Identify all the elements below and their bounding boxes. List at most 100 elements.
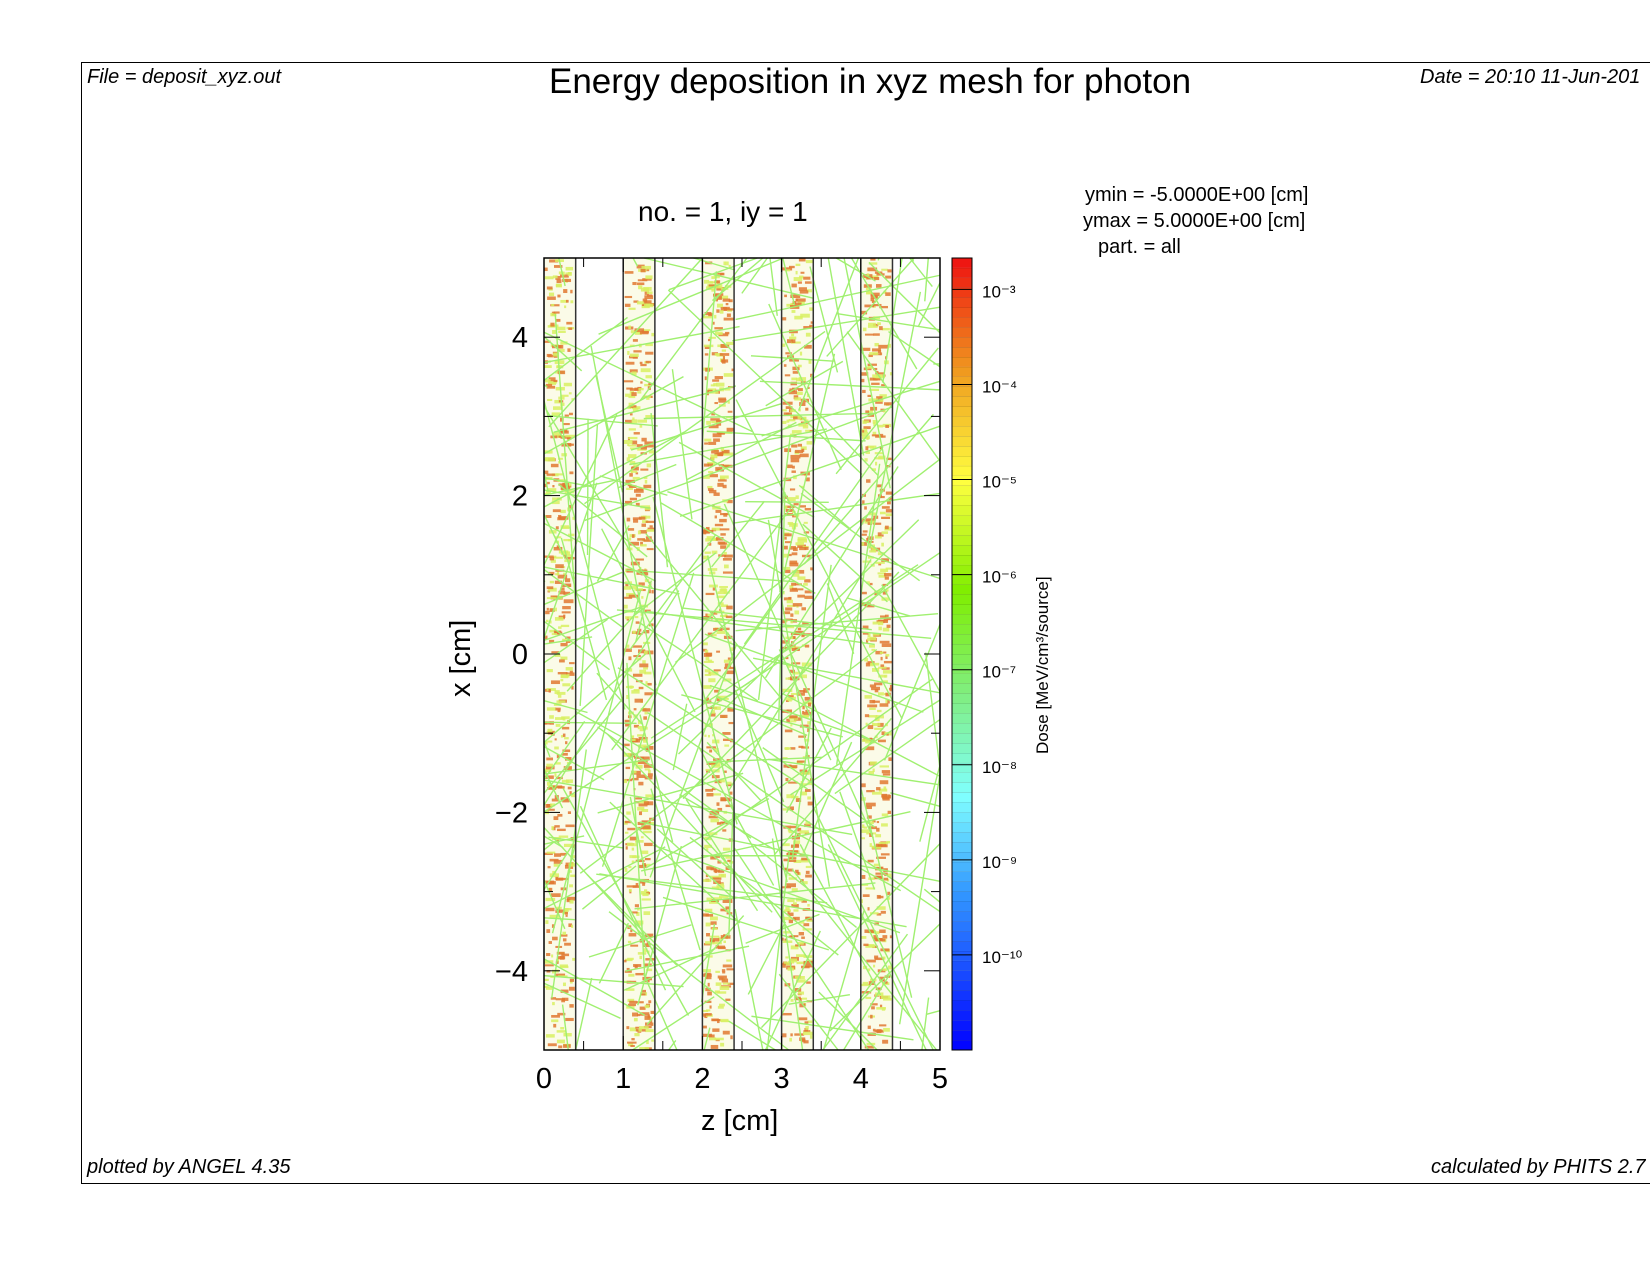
dose-cell [718,399,727,403]
dose-cell [801,899,807,903]
dose-cell [550,304,560,307]
dose-cell [723,464,733,468]
colorbar-segment [952,535,972,546]
dose-cell [799,724,809,728]
dose-cell [569,1004,574,1008]
dose-cell [706,420,711,425]
dose-cell [719,614,728,618]
dose-cell [552,431,562,436]
dose-cell [557,813,563,817]
dose-cell [637,538,646,541]
dose-cell [711,550,718,554]
dose-cell [789,560,798,564]
dose-cell [546,286,553,290]
dose-cell [711,289,715,292]
dose-cell [879,446,883,450]
dose-cell [720,604,729,608]
dose-cell [875,561,885,564]
dose-cell [722,627,730,631]
dose-cell [703,685,712,689]
dose-cell [885,692,891,697]
dose-cell [790,844,800,848]
dose-cell [711,276,715,279]
dose-cell [784,729,793,733]
dose-cell [640,541,643,546]
dose-cell [872,621,881,625]
dose-cell [641,265,652,270]
dose-cell [887,699,890,704]
dose-cell [556,1030,566,1033]
dose-cell [569,791,572,796]
dose-cell [878,788,888,792]
dose-cell [626,517,631,522]
dose-cell [790,945,799,950]
dose-cell [548,377,556,382]
dose-cell [875,872,886,875]
dose-cell [874,955,879,959]
dose-cell [790,409,797,413]
dose-cell [883,290,887,294]
dose-cell [792,916,800,921]
dose-cell [549,556,555,561]
dose-cell [797,941,804,945]
dose-cell [864,604,875,608]
dose-cell [570,289,573,294]
dose-cell [869,520,875,524]
dose-cell [545,964,554,967]
colorbar-segment [952,822,972,833]
dose-cell [641,820,651,825]
dose-cell [873,522,882,525]
dose-cell [632,282,637,286]
dose-cell [861,310,868,315]
dose-cell [864,458,868,462]
dose-cell [793,503,799,506]
dose-cell [645,933,654,938]
dose-cell [803,960,813,965]
dose-cell [550,997,557,1000]
dose-cell [788,553,792,557]
dose-cell [704,844,712,849]
dose-cell [860,372,869,376]
dose-cell [640,572,649,576]
dose-cell [571,924,574,928]
dose-cell [707,568,718,571]
colorbar-segment [952,762,972,773]
dose-cell [881,731,886,735]
dose-cell [563,382,572,387]
dose-cell [784,747,792,750]
dose-cell [879,326,883,331]
dose-cell [707,613,712,618]
dose-cell [711,1018,719,1022]
dose-cell [797,388,803,392]
track [650,788,701,951]
dose-cell [796,760,806,763]
dose-cell [792,465,795,469]
dose-cell [705,976,712,980]
dose-cell [710,875,720,879]
dose-cell [875,987,882,991]
dose-cell [645,343,653,347]
dose-cell [784,294,787,298]
dose-cell [565,578,571,583]
dose-cell [560,934,568,937]
track [822,910,865,1051]
dose-cell [635,558,644,561]
dose-cell [879,1024,887,1027]
dose-cell [644,295,654,300]
dose-cell [863,826,868,829]
file-label: File = deposit_xyz.out [87,66,281,88]
dose-cell [546,488,557,492]
dose-cell [556,279,562,284]
track [753,657,941,694]
dose-cell [634,797,642,800]
dose-cell [871,434,881,437]
dose-cell [889,372,893,376]
dose-cell [549,608,555,612]
track [745,913,820,944]
dose-cell [544,276,554,280]
dose-cell [805,874,812,878]
dose-cell [546,763,553,767]
dose-cell [860,347,871,351]
dose-cell [714,523,724,527]
track [662,896,829,951]
